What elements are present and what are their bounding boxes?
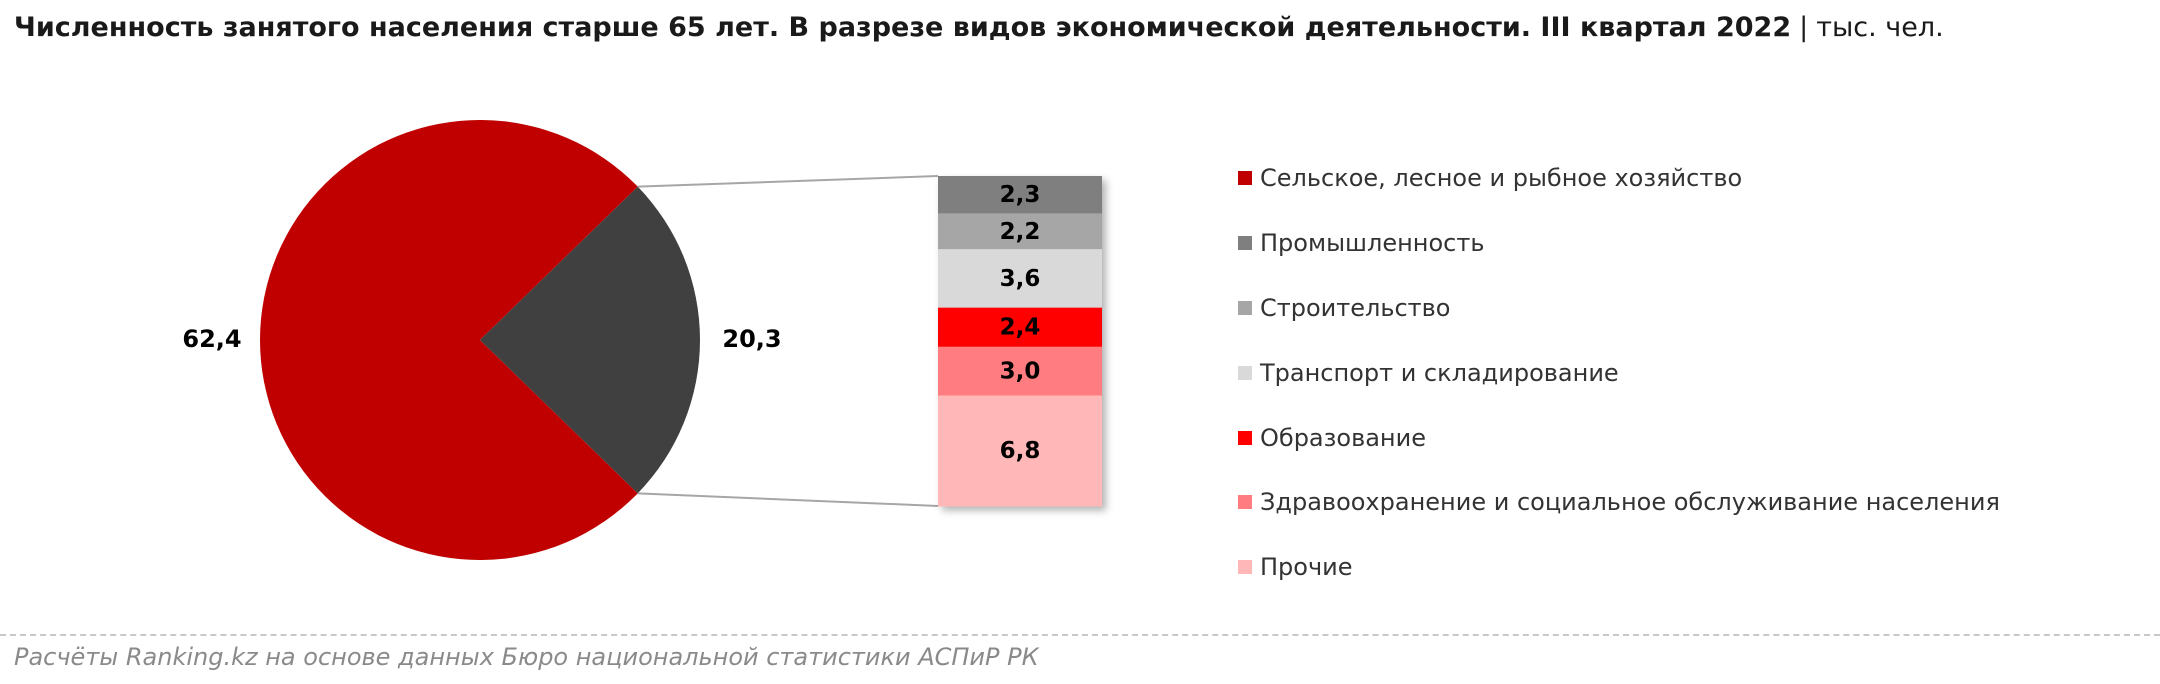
legend-swatch [1238, 236, 1252, 251]
bar-segment [938, 395, 1102, 507]
legend-label: Образование [1260, 423, 1426, 452]
legend-swatch [1238, 365, 1252, 380]
chart-legend: Сельское, лесное и рыбное хозяйство Промы… [1238, 146, 2000, 600]
legend-label: Транспорт и складирование [1260, 358, 1619, 387]
bar-segment [938, 307, 1102, 348]
legend-item: Промышленность [1238, 211, 2000, 276]
legend-swatch [1238, 560, 1252, 575]
bar-segment-label: 2,3 [1000, 182, 1041, 208]
legend-item: Сельское, лесное и рыбное хозяйство [1238, 146, 2000, 211]
bar-segment-label: 6,8 [1000, 438, 1041, 464]
legend-swatch [1238, 430, 1252, 445]
legend-item: Образование [1238, 405, 2000, 470]
connector-line-bottom [637, 492, 939, 507]
legend-item: Здравоохранение и социальное обслуживани… [1238, 470, 2000, 535]
pie [260, 120, 700, 561]
legend-label: Промышленность [1260, 229, 1485, 258]
legend-label: Сельское, лесное и рыбное хозяйство [1260, 164, 1743, 193]
legend-swatch [1238, 171, 1252, 186]
legend-swatch [1238, 300, 1252, 315]
legend-item: Строительство [1238, 276, 2000, 341]
bar-segment-label: 2,4 [1000, 315, 1041, 341]
footer-divider [0, 634, 2160, 636]
bar-segment [938, 213, 1102, 250]
bar-segment [938, 176, 1102, 214]
legend-label: Здравоохранение и социальное обслуживани… [1260, 488, 2000, 517]
bar-segment-label: 3,6 [1000, 266, 1041, 292]
bar-of-pie-chart: 62,4 20,3 2,3 2,2 3,6 2,4 3,0 6,8 [182, 120, 1102, 561]
legend-label: Строительство [1260, 293, 1451, 322]
title-separator: | [1799, 12, 1809, 43]
bar-segment-label: 3,0 [1000, 359, 1041, 385]
bar-segment [938, 346, 1102, 396]
chart-title-main: Численность занятого населения старше 65… [14, 12, 1792, 43]
chart-unit: тыс. чел. [1816, 12, 1944, 43]
pie-label-other: 20,3 [722, 325, 781, 353]
connector-line-top [637, 175, 939, 188]
bar-segment [938, 249, 1102, 309]
pie-slice-other [480, 186, 700, 494]
legend-swatch [1238, 495, 1252, 510]
pie-slice-main [260, 120, 638, 561]
chart-title: Численность занятого населения старше 65… [14, 12, 1944, 43]
legend-item: Прочие [1238, 535, 2000, 600]
pie-label-main: 62,4 [182, 325, 241, 353]
legend-label: Прочие [1260, 553, 1353, 582]
bar-segment-label: 2,2 [1000, 219, 1041, 245]
stacked-bar [938, 176, 1102, 507]
source-note: Расчёты Ranking.kz на основе данных Бюро… [14, 643, 1039, 671]
legend-item: Транспорт и складирование [1238, 340, 2000, 405]
